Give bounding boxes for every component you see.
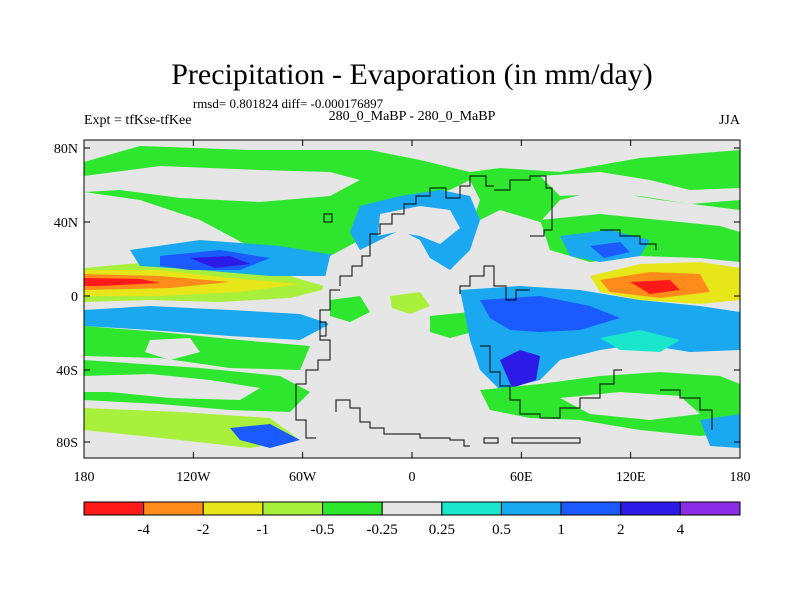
contour-cyan-east (600, 330, 680, 352)
lat-tick-label: 0 (71, 290, 78, 305)
contour-lightblue-southeast (700, 414, 740, 448)
coastline-south-block (335, 399, 470, 447)
coastline-central-west (295, 289, 340, 439)
colorbar-label: 4 (677, 522, 685, 538)
colorbar-label: 0.25 (429, 522, 455, 538)
colorbar-label: -4 (137, 522, 150, 538)
contour-lightgreen-center (390, 292, 430, 314)
colorbar-label: -0.5 (311, 522, 335, 538)
colorbar-labels: -4 -2 -1 -0.5 -0.25 0.25 0.5 1 2 4 (137, 522, 684, 538)
map-title: Precipitation - Evaporation (in mm/day) (171, 58, 653, 91)
coastline-central-east (494, 175, 553, 237)
season-label: JJA (719, 113, 741, 128)
lon-tick-label: 180 (730, 470, 751, 485)
contour-lightblue-south (84, 306, 330, 340)
coastline-east-south (480, 345, 622, 419)
colorbar-swatch (322, 501, 383, 516)
contour-red-tropical (84, 278, 160, 286)
colorbar-swatch (679, 501, 741, 516)
colorbar-swatch (620, 501, 681, 516)
experiment-label: Expt = tfKse-tfKee (84, 113, 191, 128)
longitude-axis: 180 120W 60W 0 60E 120E 180 (74, 140, 751, 485)
contour-green-center-a (330, 296, 370, 322)
colorbar-swatch (441, 501, 502, 516)
island-outline-b (511, 437, 581, 444)
colorbar-label: 1 (557, 522, 565, 538)
colorbar-label: 0.5 (492, 522, 511, 538)
lat-tick-label: 40N (54, 216, 78, 231)
lon-tick-label: 120W (176, 470, 211, 485)
land-band-north (84, 166, 360, 202)
coastline-central-north (339, 175, 494, 286)
island-outline-a (483, 437, 499, 444)
lon-tick-label: 0 (409, 470, 416, 485)
lon-tick-label: 180 (74, 470, 95, 485)
stats-label: rmsd= 0.801824 diff= -0.000176897 (193, 96, 384, 111)
contour-darkblue-east (500, 350, 540, 388)
comparison-label: 280_0_MaBP - 280_0_MaBP (329, 109, 496, 124)
lon-tick-label: 60E (510, 470, 533, 485)
colorbar-label: -1 (257, 522, 270, 538)
contour-blue-east (480, 296, 620, 332)
island-outline-c (319, 321, 327, 337)
colorbar-swatch (83, 501, 145, 516)
contour-red-east (630, 280, 680, 294)
lat-tick-label: 80N (54, 142, 78, 157)
land-patch-south-a (145, 338, 200, 360)
contour-blue-south-pacific (230, 424, 300, 448)
contour-blue-northeast (590, 242, 630, 258)
lat-tick-label: 40S (56, 364, 78, 379)
contour-orange-tropical (84, 274, 230, 290)
island-outline-d (323, 213, 333, 223)
colorbar-swatch (262, 501, 324, 516)
colorbar-swatch (560, 501, 622, 516)
land-central-north (378, 206, 460, 244)
coastline-far-east (600, 229, 657, 250)
colorbar (83, 501, 741, 516)
coastline-east-block (459, 265, 530, 301)
lon-tick-label: 60W (289, 470, 317, 485)
coastline-southeast (660, 389, 713, 430)
land-north-east (540, 172, 740, 204)
latitude-axis: 80N 40N 0 40S 80S (54, 142, 740, 451)
lon-tick-label: 120E (616, 470, 646, 485)
colorbar-swatch (500, 501, 562, 516)
colorbar-swatch (381, 501, 443, 516)
map-field (84, 140, 740, 458)
coastlines (295, 175, 713, 447)
colorbar-swatch (143, 501, 204, 516)
contour-darkblue-pacific (190, 256, 250, 268)
colorbar-swatch (202, 501, 264, 516)
lat-tick-label: 80S (56, 436, 78, 451)
land-southeast (560, 392, 700, 420)
land-band-south (84, 374, 260, 400)
colorbar-label: -0.25 (367, 522, 398, 538)
colorbar-label: 2 (617, 522, 625, 538)
colorbar-label: -2 (197, 522, 210, 538)
